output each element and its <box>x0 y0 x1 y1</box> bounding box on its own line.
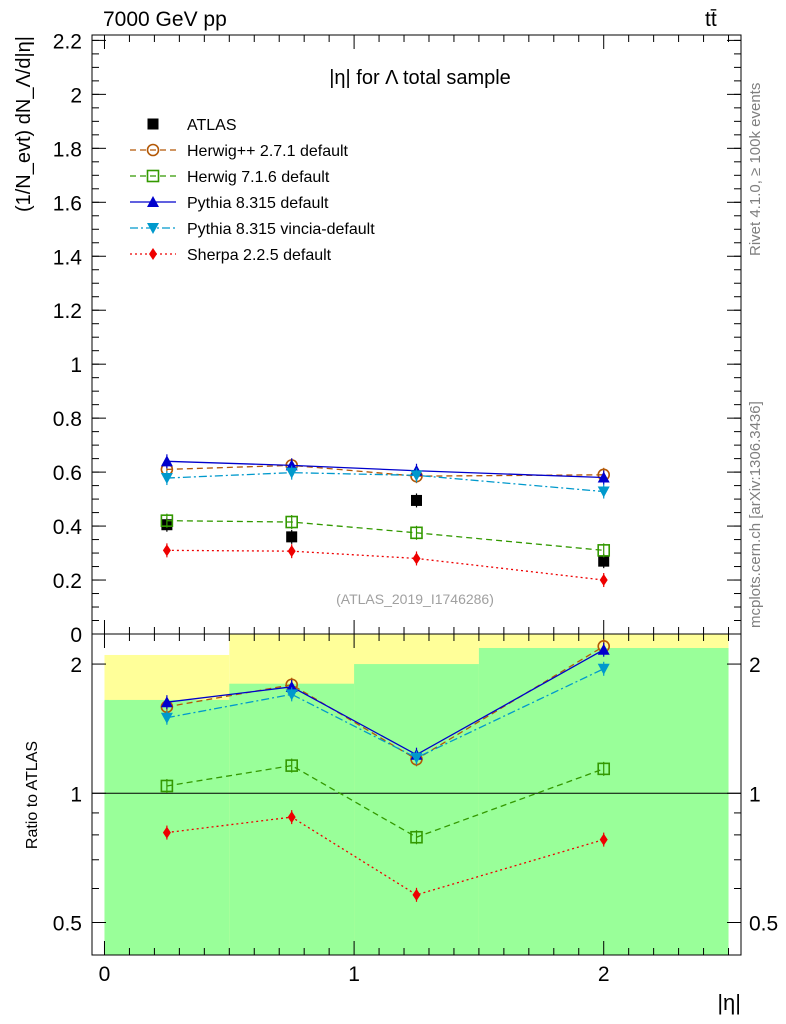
xtick-label: 1 <box>348 963 360 986</box>
ytick-label-right: 2 <box>749 654 761 677</box>
ratio-point-4-0 <box>162 826 171 839</box>
xlabel: |η| <box>717 990 741 1015</box>
ytick-label: 1.8 <box>53 138 82 161</box>
ratio-point-4-1 <box>287 811 296 824</box>
legend-label-3: Pythia 8.315 default <box>187 195 329 212</box>
ratio-panel-frame: 0.5 1 2 0.5 1 2 0 1 2 <box>53 633 778 986</box>
ratio-series-group <box>160 639 611 902</box>
axis-labels: |η| for Λ total sample (ATLAS_2019_I17462… <box>13 36 741 1015</box>
energy-label: 7000 GeV pp <box>103 8 227 31</box>
ytick-label: 0.6 <box>53 462 82 485</box>
main-ylabel: (1/N_evt) dN_Λ/d|η| <box>13 36 35 212</box>
data-point-3-3 <box>597 471 610 483</box>
ratio-point-3-1 <box>285 689 298 701</box>
ytick-label-right: 0.5 <box>749 912 778 935</box>
data-point-2-0 <box>160 514 174 527</box>
ratio-point-1-0 <box>160 779 174 793</box>
band-bin-2 <box>354 664 479 955</box>
data-point-4-1 <box>285 467 298 479</box>
ratio-point-1-2 <box>410 830 423 844</box>
legend-marker-5 <box>149 248 157 260</box>
ratio-point-3-0 <box>160 712 173 724</box>
ratio-point-3-2 <box>410 752 423 764</box>
ratio-point-3-3 <box>597 663 610 675</box>
data-point-2-3 <box>597 544 611 557</box>
process-label: tt̄ <box>705 8 717 31</box>
ytick-label: 1.4 <box>53 246 83 269</box>
data-point-5-1 <box>287 545 296 558</box>
data-point-0-1 <box>286 531 298 543</box>
xtick-label: 2 <box>598 963 610 986</box>
legend-marker-2 <box>146 169 160 183</box>
ratio-line-1 <box>166 764 604 838</box>
ytick-label: 0.2 <box>53 570 82 593</box>
ytick-label: 0.4 <box>53 516 83 539</box>
series-line-3 <box>166 460 604 479</box>
legend-marker-1 <box>146 143 160 157</box>
chart-title: |η| for Λ total sample <box>329 67 511 89</box>
ytick-label: 1 <box>70 783 82 806</box>
ratio-point-2-0 <box>160 696 173 708</box>
data-point-3-0 <box>160 455 173 467</box>
ytick-label: 2.2 <box>53 30 82 53</box>
frame-border <box>91 34 742 635</box>
data-point-4-3 <box>597 486 610 498</box>
legend-label-2: Herwig 7.1.6 default <box>187 169 330 186</box>
ratio-point-4-2 <box>412 888 421 901</box>
data-point-0-2 <box>411 494 422 506</box>
ratio-ylabel: Ratio to ATLAS <box>24 741 41 849</box>
band-bin-3 <box>478 647 729 955</box>
data-point-4-0 <box>160 473 173 485</box>
series-line-4 <box>166 471 604 493</box>
ytick-label: 2 <box>70 84 82 107</box>
series-line-2 <box>166 520 604 552</box>
data-point-2-2 <box>410 526 423 540</box>
ratio-line-2 <box>166 649 605 756</box>
legend-marker-0 <box>147 118 159 130</box>
legend-label-0: ATLAS <box>187 117 237 134</box>
legend-label-4: Pythia 8.315 vincia-default <box>187 221 375 238</box>
legend-label-1: Herwig++ 2.7.1 default <box>187 143 349 160</box>
main-series-group <box>160 454 611 588</box>
legend-label-5: Sherpa 2.2.5 default <box>187 247 332 264</box>
ytick-label: 1 <box>70 354 82 377</box>
ratio-point-1-3 <box>597 762 611 776</box>
legend: ATLAS Herwig++ 2.7.1 default Herwig 7.1.6 … <box>130 117 375 264</box>
ytick-label: 0 <box>70 624 82 647</box>
ytick-label: 0.8 <box>53 408 82 431</box>
data-point-2-1 <box>285 515 298 529</box>
ratio-point-4-3 <box>599 833 608 846</box>
ratio-uncertainty-bands <box>104 634 729 955</box>
data-point-4-2 <box>410 470 423 482</box>
ratio-line-3 <box>166 668 604 759</box>
legend-marker-3 <box>147 196 159 207</box>
series-line-5 <box>166 549 604 581</box>
xtick-label: 0 <box>99 963 111 986</box>
ytick-label: 1.2 <box>53 300 82 323</box>
ratio-point-2-3 <box>597 643 610 655</box>
ratio-point-1-1 <box>285 759 298 772</box>
analysis-watermark: (ATLAS_2019_I1746286) <box>336 591 494 607</box>
series-line-1 <box>166 464 604 477</box>
ytick-label: 0.5 <box>53 912 82 935</box>
main-panel-frame: 0 0.2 0.4 0.6 0.8 1 1.2 1.4 1.6 1.8 2 2.2 <box>53 30 742 647</box>
ratio-line-4 <box>166 816 604 896</box>
ytick-label: 2 <box>70 654 82 677</box>
ratio-point-2-1 <box>285 680 298 692</box>
data-point-3-1 <box>285 459 298 471</box>
data-point-5-3 <box>599 574 608 587</box>
legend-marker-4 <box>147 223 159 234</box>
data-point-5-0 <box>162 544 171 557</box>
ytick-label-right: 1 <box>749 783 761 806</box>
ytick-label: 1.6 <box>53 192 82 215</box>
data-point-5-2 <box>412 552 421 565</box>
data-point-0-3 <box>598 555 610 567</box>
